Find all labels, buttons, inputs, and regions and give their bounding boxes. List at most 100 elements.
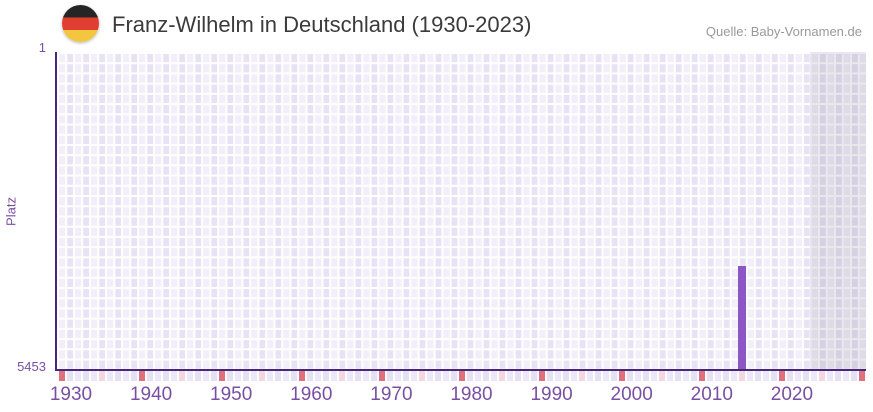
year-mark [467, 371, 473, 381]
year-mark [154, 371, 161, 381]
year-mark [675, 371, 682, 381]
year-mark [370, 371, 377, 381]
half-decade-mark [418, 371, 425, 381]
x-tick-label: 2020 [770, 384, 814, 405]
year-mark [146, 371, 153, 381]
year-mark [523, 371, 530, 381]
year-mark [346, 371, 353, 381]
year-mark [483, 371, 490, 381]
y-tick-bottom: 5453 [17, 359, 46, 374]
year-marker-strip [57, 371, 866, 381]
decade-mark [218, 371, 225, 381]
year-mark [787, 371, 794, 381]
decade-mark [859, 371, 866, 381]
future-no-data-shade [809, 52, 866, 369]
year-mark [194, 371, 201, 381]
year-mark [130, 371, 137, 381]
chart-title: Franz-Wilhelm in Deutschland (1930-2023) [112, 12, 532, 37]
year-mark [442, 371, 449, 381]
year-mark [330, 371, 337, 381]
y-tick-top: 1 [38, 40, 46, 55]
half-decade-mark [739, 371, 746, 381]
decade-mark [779, 371, 786, 381]
year-mark [122, 371, 129, 381]
year-mark [747, 371, 754, 381]
year-mark [683, 371, 690, 381]
year-mark [547, 371, 554, 381]
year-mark [603, 371, 610, 381]
year-mark [771, 371, 778, 381]
year-mark [555, 371, 562, 381]
year-mark [106, 371, 113, 381]
year-mark [226, 371, 233, 381]
year-mark [202, 371, 209, 381]
year-mark [715, 371, 722, 381]
year-mark [611, 371, 618, 381]
year-mark [723, 371, 730, 381]
year-mark [491, 371, 498, 381]
year-mark [707, 371, 714, 381]
x-tick-label: 1950 [210, 384, 253, 405]
year-mark [587, 371, 594, 381]
year-mark [234, 371, 241, 381]
half-decade-mark [659, 371, 666, 381]
year-mark [74, 371, 81, 381]
half-decade-mark [819, 371, 826, 381]
year-mark [386, 371, 393, 381]
year-mark [274, 371, 281, 381]
decade-mark [699, 371, 706, 381]
year-mark [354, 371, 361, 381]
year-mark [811, 371, 818, 381]
rank-bar-2015[interactable] [737, 265, 746, 369]
year-mark [595, 371, 602, 381]
year-mark [475, 371, 481, 381]
year-mark [515, 371, 522, 381]
year-mark [851, 371, 858, 381]
year-mark [290, 371, 297, 381]
year-mark [426, 371, 433, 381]
year-mark [114, 371, 121, 381]
year-mark [162, 371, 169, 381]
year-mark [755, 371, 762, 381]
half-decade-mark [499, 371, 506, 381]
year-mark [731, 371, 738, 381]
year-mark [394, 371, 401, 381]
year-mark [266, 371, 273, 381]
half-decade-mark [338, 371, 345, 381]
x-tick-label: 2010 [690, 384, 733, 405]
year-mark [643, 371, 650, 381]
year-mark [434, 371, 441, 381]
decade-mark [539, 371, 546, 381]
year-mark [507, 371, 514, 381]
x-tick-label: 1940 [129, 384, 173, 405]
plot-area[interactable] [55, 52, 866, 371]
decade-mark [458, 371, 465, 381]
half-decade-mark [579, 371, 586, 381]
year-mark [803, 371, 810, 381]
year-mark [691, 371, 698, 381]
year-mark [306, 371, 313, 381]
year-mark [242, 371, 249, 381]
year-mark [186, 371, 193, 381]
decade-mark [619, 371, 626, 381]
half-decade-mark [98, 371, 105, 381]
year-mark [210, 371, 217, 381]
year-mark [170, 371, 177, 381]
year-mark [450, 371, 457, 381]
x-tick-label: 1960 [290, 384, 333, 405]
year-mark [763, 371, 770, 381]
x-tick-label: 1970 [370, 384, 413, 405]
decade-mark [298, 371, 305, 381]
x-tick-label: 1930 [49, 384, 93, 405]
x-tick-label: 2000 [610, 384, 653, 405]
half-decade-mark [258, 371, 265, 381]
year-mark [827, 371, 834, 381]
germany-flag-icon [62, 5, 99, 42]
source-label: Quelle: Baby-Vornamen.de [705, 24, 862, 39]
year-mark [410, 371, 417, 381]
year-mark [402, 371, 409, 381]
year-mark [843, 371, 850, 381]
year-mark [314, 371, 321, 381]
half-decade-mark [178, 371, 185, 381]
year-mark [90, 371, 97, 381]
